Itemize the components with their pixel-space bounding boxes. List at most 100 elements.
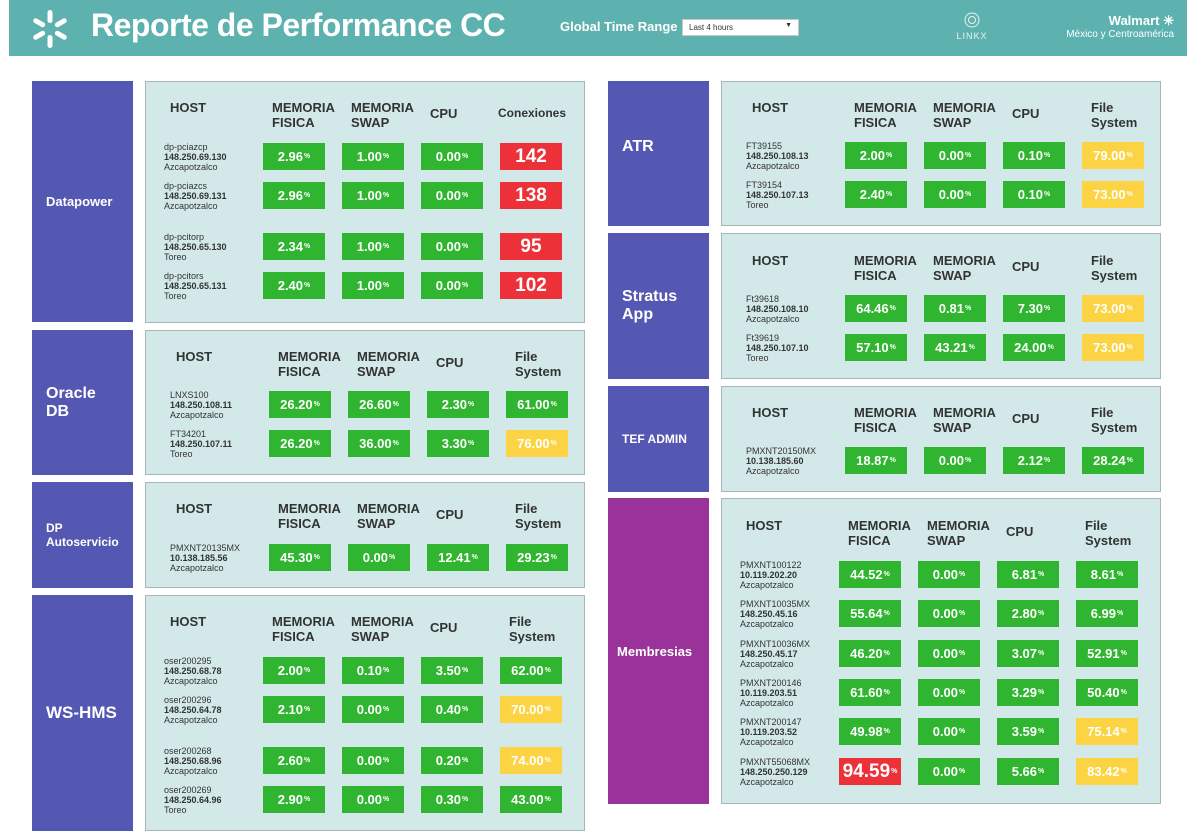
metric-file-system: 50.40% [1076, 679, 1138, 706]
metric-value: 55.64 [850, 606, 883, 621]
host-name: PMXNT55068MX [740, 757, 811, 767]
metric-value: 18.87 [856, 453, 889, 468]
metric-unit: % [392, 440, 399, 447]
metric-value: 3.29 [1011, 685, 1038, 700]
metric-value: 0.00 [932, 606, 959, 621]
metric-unit: % [304, 282, 311, 289]
host-site: Azcapotzalco [740, 659, 794, 669]
metric-unit: % [883, 650, 890, 657]
host-name: Ft39619 [746, 333, 780, 343]
metric-value: 3.59 [1011, 724, 1038, 739]
time-range-label: Global Time Range [560, 19, 678, 34]
host-name: PMXNT200147 [740, 717, 802, 727]
section-label-stratus: Stratus App [608, 233, 709, 379]
metric-cpu: 0.10% [1003, 142, 1065, 169]
metric-memoria-swap: 0.00% [924, 142, 986, 169]
metric-memoria-fisica: 2.90% [263, 786, 325, 813]
metric-cpu: 7.30% [1003, 295, 1065, 322]
host-ip: 148.250.107.13 [746, 190, 809, 200]
metric-value: 95 [520, 235, 542, 257]
metric-unit: % [389, 554, 396, 561]
host-site: Azcapotzalco [746, 161, 800, 171]
metric-value: 0.00 [362, 550, 389, 565]
metric-memoria-fisica: 57.10% [845, 334, 907, 361]
metric-value: 6.99 [1090, 606, 1117, 621]
metric-unit: % [886, 152, 893, 159]
metric-memoria-swap: 43.21% [924, 334, 986, 361]
metric-unit: % [304, 796, 311, 803]
host-site: Azcapotzalco [740, 777, 794, 787]
metric-file-system: 28.24% [1082, 447, 1144, 474]
metric-value: 2.40 [859, 187, 886, 202]
host-ip: 10.119.203.52 [740, 727, 798, 737]
time-range-select[interactable]: Last 4 hours ▼ [682, 19, 799, 36]
metric-memoria-fisica: 2.60% [263, 747, 325, 774]
metric-value: 28.24 [1093, 453, 1126, 468]
host-info: Ft39618 148.250.108.10 Azcapotzalco [746, 294, 809, 324]
metric-value: 73.00 [1093, 187, 1126, 202]
header-memoria-fisica: MEMORIA FISICA [278, 349, 341, 379]
section-label-membresias: Membresias [608, 498, 709, 804]
metric-file-system: 43.00% [500, 786, 562, 813]
host-ip: 148.250.65.130 [164, 242, 227, 252]
metric-cpu: 2.12% [1003, 447, 1065, 474]
metric-memoria-fisica: 45.30% [269, 544, 331, 571]
linkx-logo: LINKX [941, 11, 1003, 43]
header-file-system: File System [1085, 518, 1132, 548]
metric-file-system: 73.00% [1082, 181, 1144, 208]
metric-unit: % [959, 610, 966, 617]
metric-value: 76.00 [517, 436, 550, 451]
metric-value: 8.61 [1090, 567, 1117, 582]
header-file-system: File System [515, 501, 562, 531]
metric-cpu: 0.40% [421, 696, 483, 723]
metric-unit: % [889, 344, 896, 351]
metric-file-system: 62.00% [500, 657, 562, 684]
metric-file-system: 6.99% [1076, 600, 1138, 627]
metric-conexiones: 138 [500, 182, 562, 209]
metric-memoria-swap: 0.00% [348, 544, 410, 571]
host-name: PMXNT200146 [740, 678, 802, 688]
metric-memoria-swap: 1.00% [342, 182, 404, 209]
metric-unit: % [959, 768, 966, 775]
metric-value: 0.00 [932, 685, 959, 700]
metric-unit: % [462, 796, 469, 803]
metric-unit: % [1038, 689, 1045, 696]
metric-value: 1.00 [356, 149, 383, 164]
metric-value: 2.80 [1011, 606, 1038, 621]
section-label-text: DP Autoservicio [46, 521, 119, 549]
metric-memoria-swap: 0.00% [918, 679, 980, 706]
host-ip: 148.250.107.10 [746, 343, 809, 353]
metric-memoria-swap: 1.00% [342, 143, 404, 170]
metric-unit: % [883, 728, 890, 735]
metric-unit: % [462, 667, 469, 674]
host-site: Toreo [746, 353, 769, 363]
header-host: HOST [752, 253, 789, 268]
host-name: dp-pciazcp [164, 142, 208, 152]
metric-unit: % [959, 728, 966, 735]
metric-value: 2.40 [277, 278, 304, 293]
metric-memoria-fisica: 18.87% [845, 447, 907, 474]
host-site: Toreo [164, 805, 187, 815]
metric-value: 0.00 [932, 724, 959, 739]
metric-unit: % [304, 757, 311, 764]
metric-unit: % [383, 153, 390, 160]
metric-value: 2.96 [277, 188, 304, 203]
metric-cpu: 2.80% [997, 600, 1059, 627]
metric-unit: % [889, 305, 896, 312]
panel-tef-admin [721, 386, 1161, 492]
metric-memoria-swap: 0.00% [342, 786, 404, 813]
metric-conexiones: 142 [500, 143, 562, 170]
metric-memoria-fisica: 55.64% [839, 600, 901, 627]
metric-unit: % [462, 757, 469, 764]
host-ip: 10.138.185.60 [746, 456, 804, 466]
metric-memoria-swap: 0.00% [342, 747, 404, 774]
header-host: HOST [170, 100, 207, 115]
metric-value: 0.00 [932, 764, 959, 779]
metric-value: 0.00 [435, 239, 462, 254]
host-site: Toreo [164, 291, 187, 301]
metric-value: 0.00 [938, 187, 965, 202]
host-ip: 10.119.202.20 [740, 570, 798, 580]
metric-unit: % [1126, 457, 1133, 464]
metric-unit: % [544, 667, 551, 674]
metric-value: 2.34 [277, 239, 304, 254]
